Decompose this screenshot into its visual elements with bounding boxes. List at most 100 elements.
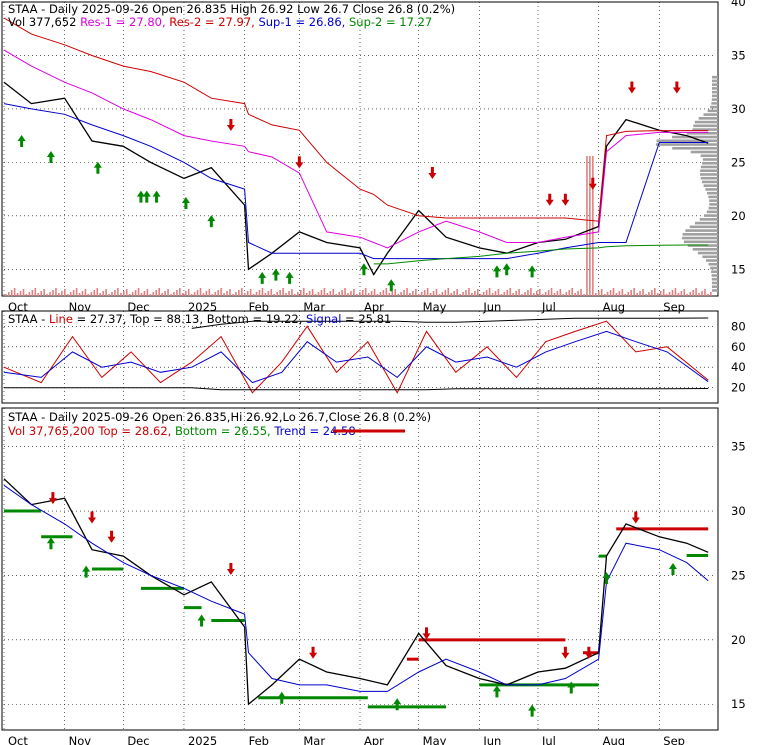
volume-bar bbox=[72, 290, 75, 296]
volume-profile bbox=[655, 75, 718, 292]
volume-bar bbox=[143, 291, 146, 296]
volume-bar bbox=[645, 294, 647, 296]
up-arrow bbox=[277, 691, 286, 704]
down-arrow bbox=[672, 81, 681, 94]
up-arrow bbox=[197, 614, 206, 627]
volume-bar bbox=[409, 293, 411, 296]
volume-bar bbox=[609, 290, 612, 296]
x-tick-label: Oct bbox=[8, 734, 28, 745]
volume-bar bbox=[55, 288, 57, 296]
volume-bar bbox=[556, 291, 559, 296]
volume-profile-bar bbox=[682, 236, 718, 240]
volume-bar bbox=[568, 290, 571, 296]
volume-bar bbox=[64, 289, 66, 296]
series-line bbox=[3, 320, 709, 394]
x-tick-label: Aug bbox=[603, 300, 625, 314]
up-arrow bbox=[359, 263, 368, 276]
y-tick-label: 20 bbox=[731, 381, 746, 395]
volume-profile-bar bbox=[690, 150, 718, 154]
volume-bar bbox=[297, 292, 299, 296]
down-arrow bbox=[309, 646, 318, 659]
volume-bar bbox=[624, 294, 627, 296]
volume-bar bbox=[453, 291, 455, 296]
p3-h1-part-0: STAA - Daily 2025-09-26 Open 26.835,Hi 2… bbox=[8, 410, 431, 424]
volume-bar bbox=[317, 292, 320, 296]
volume-bar bbox=[270, 289, 273, 296]
volume-bar bbox=[246, 291, 249, 296]
y-tick-label: 30 bbox=[731, 504, 746, 518]
volume-bar bbox=[447, 288, 450, 296]
volume-bar bbox=[583, 294, 585, 296]
oscillator-y-ticks: 20 40 60 80 bbox=[731, 319, 746, 394]
volume-bar bbox=[235, 292, 237, 296]
series-bottom bbox=[4, 387, 709, 391]
volume-bar bbox=[394, 289, 396, 296]
down-arrow bbox=[561, 193, 570, 206]
volume-profile-bar bbox=[709, 203, 718, 206]
volume-bar bbox=[541, 294, 544, 296]
volume-bar bbox=[364, 288, 367, 296]
volume-bar bbox=[308, 291, 311, 296]
volume-bar bbox=[577, 291, 579, 296]
volume-bar bbox=[66, 294, 69, 296]
oscillator-series bbox=[3, 317, 709, 394]
volume-profile-bar bbox=[709, 199, 718, 202]
volume-bar bbox=[654, 288, 656, 296]
down-arrow bbox=[48, 492, 57, 505]
volume-bar bbox=[400, 292, 402, 296]
volume-bar bbox=[388, 293, 391, 296]
price-grid bbox=[3, 1, 716, 296]
up-arrow bbox=[502, 263, 511, 276]
volume-profile-bar bbox=[687, 244, 718, 247]
up-arrow bbox=[181, 196, 190, 209]
volume-bar bbox=[662, 289, 665, 296]
down-arrow bbox=[226, 563, 235, 575]
volume-bar bbox=[562, 294, 565, 296]
volume-bar bbox=[438, 294, 441, 296]
volume-bar bbox=[305, 293, 308, 296]
up-arrow bbox=[492, 685, 501, 698]
volume-bar bbox=[415, 289, 417, 296]
up-arrow bbox=[82, 565, 91, 578]
volume-profile-bar bbox=[711, 270, 718, 274]
volume-bar bbox=[488, 288, 491, 296]
volume-bar bbox=[462, 292, 464, 296]
price-y-ticks: 15 20 25 30 35 40 bbox=[731, 0, 746, 276]
volume-bar bbox=[618, 291, 621, 296]
volume-bar bbox=[46, 294, 48, 296]
volume-bar bbox=[359, 292, 361, 296]
volume-bar bbox=[69, 292, 72, 296]
volume-bar bbox=[707, 294, 709, 296]
volume-bar bbox=[208, 289, 211, 296]
y-tick-label: 20 bbox=[731, 209, 746, 223]
volume-bar bbox=[586, 156, 588, 296]
volume-bar bbox=[199, 288, 202, 296]
volume-bar bbox=[5, 294, 7, 296]
volume-profile-bar bbox=[707, 191, 718, 195]
volume-bar bbox=[509, 288, 512, 296]
x-tick-label: 2025 bbox=[188, 734, 217, 745]
down-arrow bbox=[88, 511, 97, 524]
volume-bar bbox=[276, 292, 278, 296]
volume-bar bbox=[680, 291, 683, 296]
volume-profile-bar bbox=[711, 98, 718, 101]
volume-bar bbox=[615, 293, 618, 296]
volume-profile-bar bbox=[711, 289, 718, 292]
trend-arrows bbox=[46, 492, 677, 717]
volume-bar bbox=[606, 292, 609, 296]
volume-bar bbox=[105, 289, 107, 296]
volume-profile-bar bbox=[694, 221, 718, 225]
series-sup1 bbox=[3, 103, 709, 260]
volume-bar bbox=[300, 290, 302, 296]
x-tick-label: Apr bbox=[364, 734, 384, 745]
volume-bar bbox=[226, 291, 228, 296]
volume-bar bbox=[40, 291, 42, 296]
y-tick-label: 30 bbox=[731, 102, 746, 116]
volume-bar bbox=[13, 288, 16, 296]
x-tick-label: Nov bbox=[69, 734, 92, 745]
down-arrow bbox=[631, 511, 640, 524]
y-tick-label: 40 bbox=[731, 360, 746, 374]
volume-bar bbox=[580, 289, 582, 296]
volume-profile-bar bbox=[703, 113, 718, 116]
